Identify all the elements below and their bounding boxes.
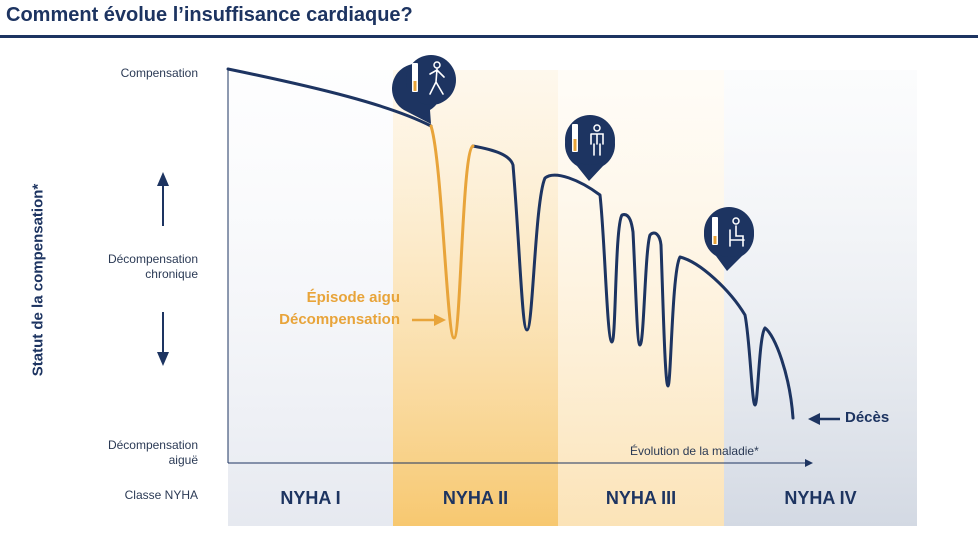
band-nyha-1 bbox=[228, 70, 393, 526]
episode-annotation: Épisode aigu Décompensation bbox=[240, 287, 400, 331]
death-arrow-icon bbox=[808, 413, 840, 425]
y-level-acute-line1: Décompensation bbox=[107, 438, 198, 452]
y-level-compensation: Compensation bbox=[120, 66, 198, 80]
y-level-acute-line2: aiguë bbox=[168, 453, 198, 467]
title-divider bbox=[0, 35, 978, 38]
walking-person-icon bbox=[392, 55, 456, 124]
nyha-row-label: Classe NYHA bbox=[124, 488, 198, 502]
episode-label-line1: Épisode aigu bbox=[306, 289, 400, 306]
up-arrow-icon bbox=[157, 172, 169, 226]
episode-arrow-icon bbox=[412, 314, 446, 326]
x-axis-arrowhead bbox=[805, 459, 813, 467]
band-nyha-4 bbox=[724, 70, 917, 526]
standing-person-icon bbox=[565, 115, 615, 181]
y-level-chronic-line2: chronique bbox=[145, 267, 198, 281]
acute-episode-curve bbox=[429, 124, 475, 340]
disease-curve bbox=[226, 67, 795, 420]
death-label: Décès bbox=[845, 409, 890, 426]
down-arrow-icon bbox=[157, 312, 169, 366]
nyha-class-4: NYHA IV bbox=[784, 487, 857, 508]
y-axis-title: Statut de la compensation* bbox=[29, 183, 47, 377]
x-axis-label: Évolution de la maladie* bbox=[630, 444, 759, 458]
nyha-class-2: NYHA II bbox=[442, 487, 509, 508]
y-level-chronic-line1: Décompensation bbox=[107, 252, 198, 266]
episode-label-line2: Décompensation bbox=[279, 311, 400, 328]
nyha-class-1: NYHA I bbox=[280, 487, 341, 508]
sitting-person-icon bbox=[704, 207, 754, 271]
nyha-class-3: NYHA III bbox=[605, 487, 677, 508]
page-title: Comment évolue l’insuffisance cardiaque? bbox=[6, 4, 413, 26]
